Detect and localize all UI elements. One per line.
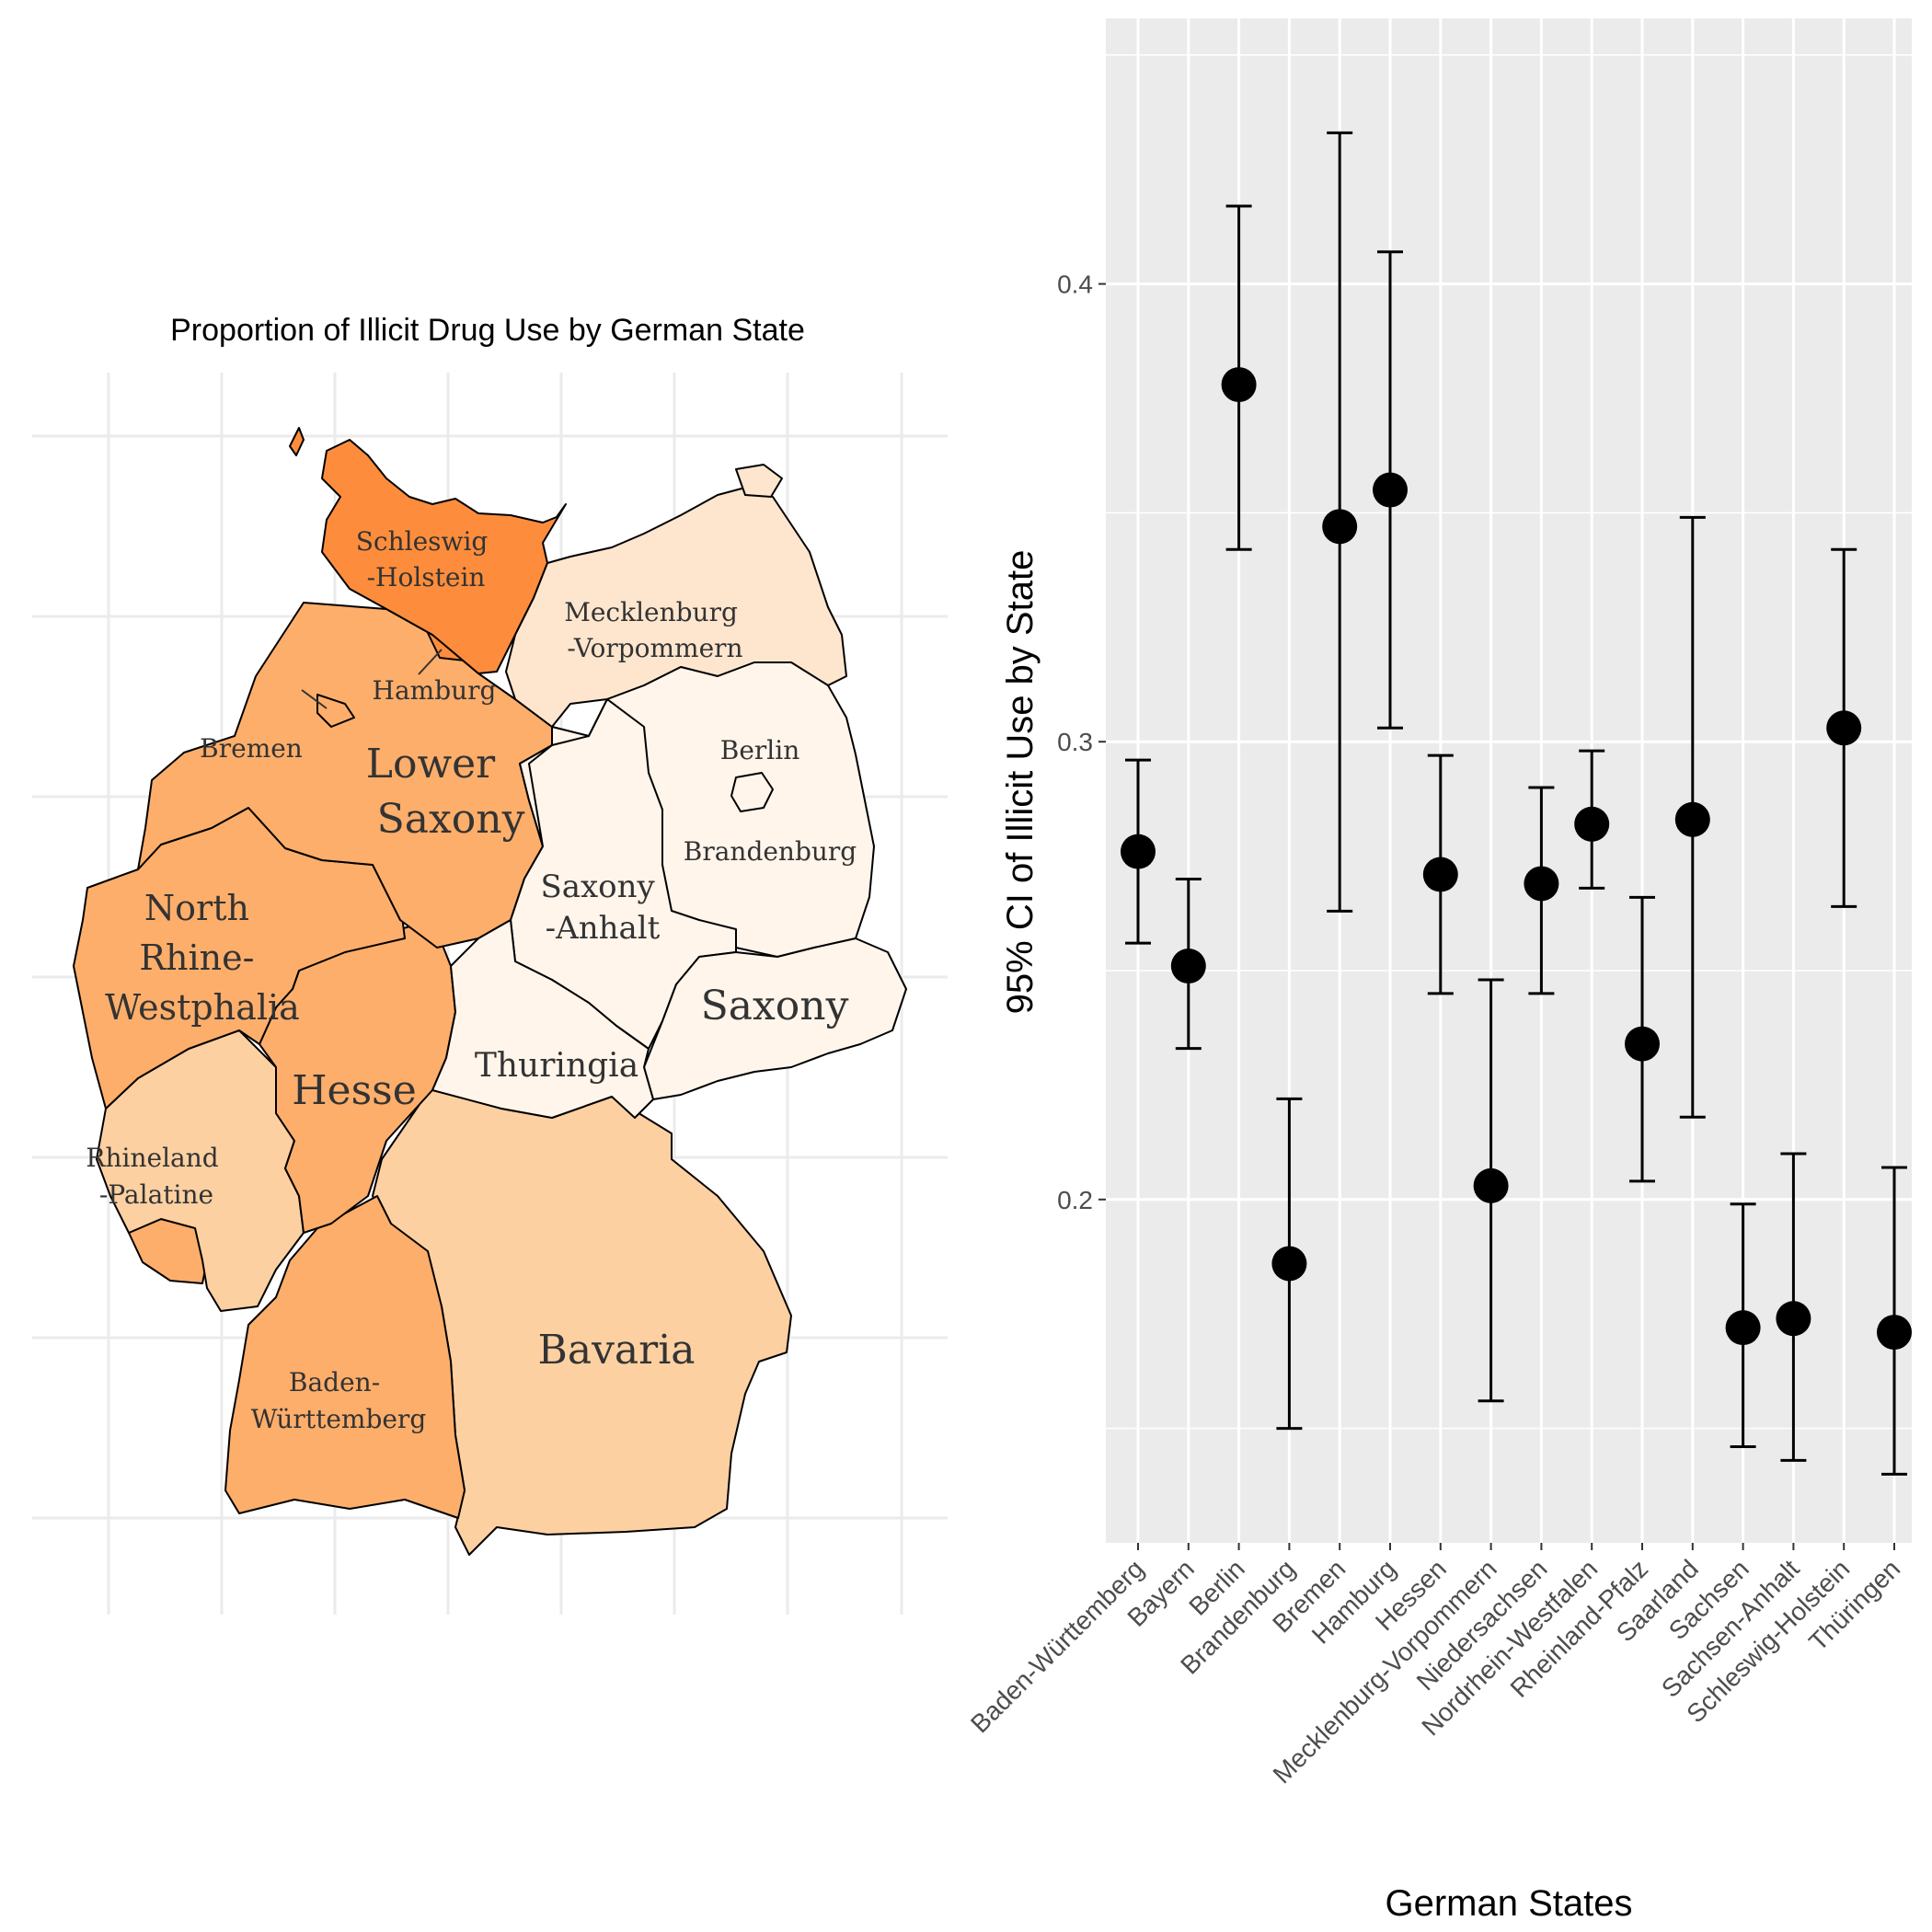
estimate-point (1725, 1310, 1761, 1346)
region-label-rp: Rhineland -Palatine (86, 1143, 226, 1210)
ci-chart: 0.2 0.3 0.4 Baden-WürttembergBayernBerlinB… (965, 18, 1912, 1924)
state-berlin (730, 772, 774, 812)
y-axis-title: 95% CI of Illicit Use by State (1000, 550, 1041, 1015)
bremen-leader-line (301, 689, 328, 709)
estimate-point (1625, 1026, 1660, 1062)
state-baden-wuerttemberg (224, 1195, 466, 1519)
state-saxony (643, 937, 907, 1100)
region-label-bw: Baden- Württemberg (251, 1367, 427, 1434)
estimate-point (1524, 866, 1559, 902)
x-axis-title: German States (1385, 1883, 1632, 1924)
estimate-point (1826, 710, 1862, 746)
hamburg-leader-line (418, 649, 443, 675)
x-category-labels: Baden-WürttembergBayernBerlinBrandenburg… (965, 1554, 1905, 1788)
estimate-point (1877, 1315, 1912, 1351)
region-label-th: Thuringia (475, 1047, 638, 1085)
region-label-sn: Saxony (701, 983, 849, 1029)
estimate-point (1422, 857, 1458, 892)
estimate-point (1373, 472, 1408, 508)
region-label-mv: Mecklenburg -Vorpommern (564, 597, 746, 663)
region-label-he: Hesse (292, 1067, 417, 1114)
estimate-point (1473, 1167, 1509, 1203)
region-label-st: Saxony -Anhalt (540, 868, 664, 947)
map-panel: Proportion of Illicit Drug Use by German… (32, 313, 948, 1615)
island-fehmarn (289, 427, 305, 456)
estimate-point (1170, 949, 1206, 984)
map-title: Proportion of Illicit Drug Use by German… (170, 313, 805, 348)
map-labels: Schleswig -Holstein Mecklenburg -Vorpomm… (86, 526, 857, 1434)
x-category-label: Baden-Württemberg (965, 1554, 1149, 1738)
state-bremen (316, 694, 355, 728)
y-tick-label: 0.2 (1057, 1186, 1093, 1214)
island-ruegen (735, 464, 783, 498)
estimate-point (1674, 801, 1710, 837)
estimate-point (1776, 1301, 1811, 1337)
y-tick-labels: 0.2 0.3 0.4 (1057, 270, 1093, 1214)
region-label-bb: Brandenburg (684, 836, 857, 867)
region-label-hb: Bremen (200, 733, 303, 764)
state-rhineland-palatinate (96, 1029, 305, 1312)
estimate-point (1121, 834, 1156, 869)
estimate-point (1221, 367, 1257, 403)
x-tick-marks (1137, 1543, 1895, 1550)
region-label-sh: Schleswig -Holstein (356, 526, 497, 592)
region-label-hh: Hamburg (373, 675, 497, 706)
map-states (73, 427, 907, 1556)
region-label-nw: North Rhine- Westphalia (105, 888, 300, 1028)
region-label-by: Bavaria (538, 1327, 696, 1374)
estimate-point (1271, 1246, 1307, 1282)
region-label-be: Berlin (720, 735, 799, 765)
state-thuringia (431, 919, 654, 1119)
y-tick-label: 0.4 (1057, 270, 1093, 299)
region-label-ni: Lower Saxony (366, 741, 525, 843)
state-schleswig-holstein (321, 439, 567, 674)
estimate-point (1574, 806, 1610, 842)
estimate-points (1121, 367, 1912, 1351)
y-tick-marks (1098, 282, 1106, 1201)
state-mecklenburg-vorpommern (505, 487, 847, 728)
estimate-point (1322, 509, 1358, 545)
y-tick-label: 0.3 (1057, 728, 1093, 756)
